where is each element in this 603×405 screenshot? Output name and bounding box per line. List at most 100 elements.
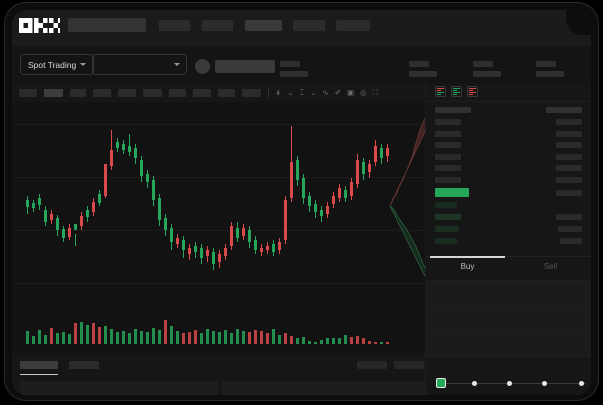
settings-icon[interactable]: ◎ xyxy=(360,87,367,97)
market-stat-2-value xyxy=(409,71,437,77)
volume-bar xyxy=(380,342,383,344)
tab-buy[interactable]: Buy xyxy=(460,262,475,271)
timeframe-9[interactable] xyxy=(218,88,235,97)
candle-body xyxy=(74,224,77,230)
candle-body xyxy=(296,160,299,180)
tab-open-orders[interactable] xyxy=(20,361,58,369)
ask-row-price[interactable] xyxy=(435,130,461,137)
slider-node-2[interactable] xyxy=(472,380,477,386)
bid-row-price[interactable] xyxy=(435,214,461,220)
candle-body xyxy=(104,164,107,196)
candle-body xyxy=(152,180,155,200)
candle-body xyxy=(236,228,239,238)
tab-sell[interactable]: Sell xyxy=(543,262,558,271)
market-stat-2 xyxy=(409,61,437,77)
slider-handle[interactable] xyxy=(436,378,446,388)
nav-item-3[interactable] xyxy=(245,20,282,31)
timeframe-3[interactable] xyxy=(70,88,86,97)
line-tool-icon[interactable]: ∿ xyxy=(322,87,329,97)
chart-gridline-1 xyxy=(12,124,425,125)
orderbook-bids-icon[interactable] xyxy=(451,86,462,97)
candlestick-chart[interactable] xyxy=(12,102,425,299)
order-form-row-1[interactable] xyxy=(426,280,591,306)
ask-row-amount[interactable] xyxy=(556,119,582,125)
candle-body xyxy=(188,248,191,254)
ask-row-price[interactable] xyxy=(435,142,461,148)
volume-histogram xyxy=(12,299,425,354)
orders-action-2[interactable] xyxy=(394,361,424,369)
timeframe-2[interactable] xyxy=(44,88,63,97)
ask-row-amount[interactable] xyxy=(556,165,582,171)
okx-logo[interactable] xyxy=(19,18,60,33)
volume-bar xyxy=(332,338,335,344)
timeframe-1[interactable] xyxy=(19,88,37,97)
chart-type-icon[interactable]: ⌶ xyxy=(299,87,305,97)
order-form-row-2[interactable] xyxy=(426,306,591,332)
ask-row-price[interactable] xyxy=(435,153,461,160)
ask-row-price[interactable] xyxy=(435,176,461,183)
candle-body xyxy=(194,246,197,252)
pencil-icon[interactable]: ✐ xyxy=(334,87,341,97)
candle-body xyxy=(368,164,371,172)
candle-body xyxy=(290,162,293,198)
chevron-down-icon[interactable]: ⌄ xyxy=(287,87,294,97)
slider-node-3[interactable] xyxy=(507,380,512,386)
volume-bar xyxy=(128,333,131,344)
volume-bar xyxy=(74,323,77,344)
candle-body xyxy=(212,252,215,264)
app-header xyxy=(12,10,591,46)
ask-row-amount[interactable] xyxy=(556,176,582,183)
slider-node-5[interactable] xyxy=(579,380,584,386)
ask-row-amount[interactable] xyxy=(556,142,582,148)
indicator-icon[interactable]: ↡ xyxy=(275,87,282,97)
timeframe-5[interactable] xyxy=(118,88,136,97)
candle-body xyxy=(38,198,41,205)
candle-body xyxy=(308,196,311,206)
candle-body xyxy=(62,229,65,238)
bid-row-price[interactable] xyxy=(435,226,459,232)
timeframe-4[interactable] xyxy=(93,88,111,97)
bid-row-amount[interactable] xyxy=(560,238,582,244)
ask-row-amount[interactable] xyxy=(556,153,582,160)
timeframe-8[interactable] xyxy=(193,88,211,97)
bid-row-price[interactable] xyxy=(435,202,457,208)
candle-body xyxy=(380,148,383,158)
tab-order-history[interactable] xyxy=(69,361,99,369)
timeframe-6[interactable] xyxy=(143,88,162,97)
orders-panel-left[interactable] xyxy=(20,381,218,395)
slider-node-4[interactable] xyxy=(542,380,547,386)
orders-panel-right[interactable] xyxy=(222,381,425,395)
volume-bar xyxy=(254,330,257,344)
amount-slider[interactable] xyxy=(436,378,586,388)
timeframe-7[interactable] xyxy=(169,88,186,97)
bid-row-amount[interactable] xyxy=(556,214,582,220)
trading-mode-dropdown[interactable]: Spot Trading xyxy=(20,54,95,75)
chevron-down-icon-2[interactable]: ⌄ xyxy=(310,87,317,97)
timeframe-10[interactable] xyxy=(242,88,261,97)
order-form-row-3[interactable] xyxy=(426,332,591,358)
orders-action-1[interactable] xyxy=(357,361,387,369)
volume-bar xyxy=(266,333,269,344)
market-stat-2-label xyxy=(409,61,429,67)
volume-bar xyxy=(134,329,137,344)
nav-item-1[interactable] xyxy=(159,20,190,31)
fullscreen-icon[interactable]: ⛶ xyxy=(372,87,378,97)
search-input[interactable] xyxy=(68,18,146,32)
bid-row-amount[interactable] xyxy=(558,226,582,232)
nav-item-5[interactable] xyxy=(336,20,370,31)
volume-bar xyxy=(110,329,113,344)
nav-item-4[interactable] xyxy=(293,20,325,31)
ask-row-price[interactable] xyxy=(435,119,461,125)
ask-row-price[interactable] xyxy=(435,165,461,171)
ask-row-amount[interactable] xyxy=(556,130,582,137)
volume-bar xyxy=(182,333,185,344)
pair-selector-dropdown[interactable] xyxy=(92,54,187,75)
volume-bar xyxy=(248,332,251,344)
orderbook-asks-icon[interactable] xyxy=(467,86,478,97)
bid-row-price[interactable] xyxy=(435,238,457,244)
nav-item-2[interactable] xyxy=(202,20,233,31)
candle-wick xyxy=(75,234,76,246)
camera-icon[interactable]: ▣ xyxy=(346,87,355,97)
orderbook-both-icon[interactable] xyxy=(435,86,446,97)
volume-bar xyxy=(290,336,293,344)
